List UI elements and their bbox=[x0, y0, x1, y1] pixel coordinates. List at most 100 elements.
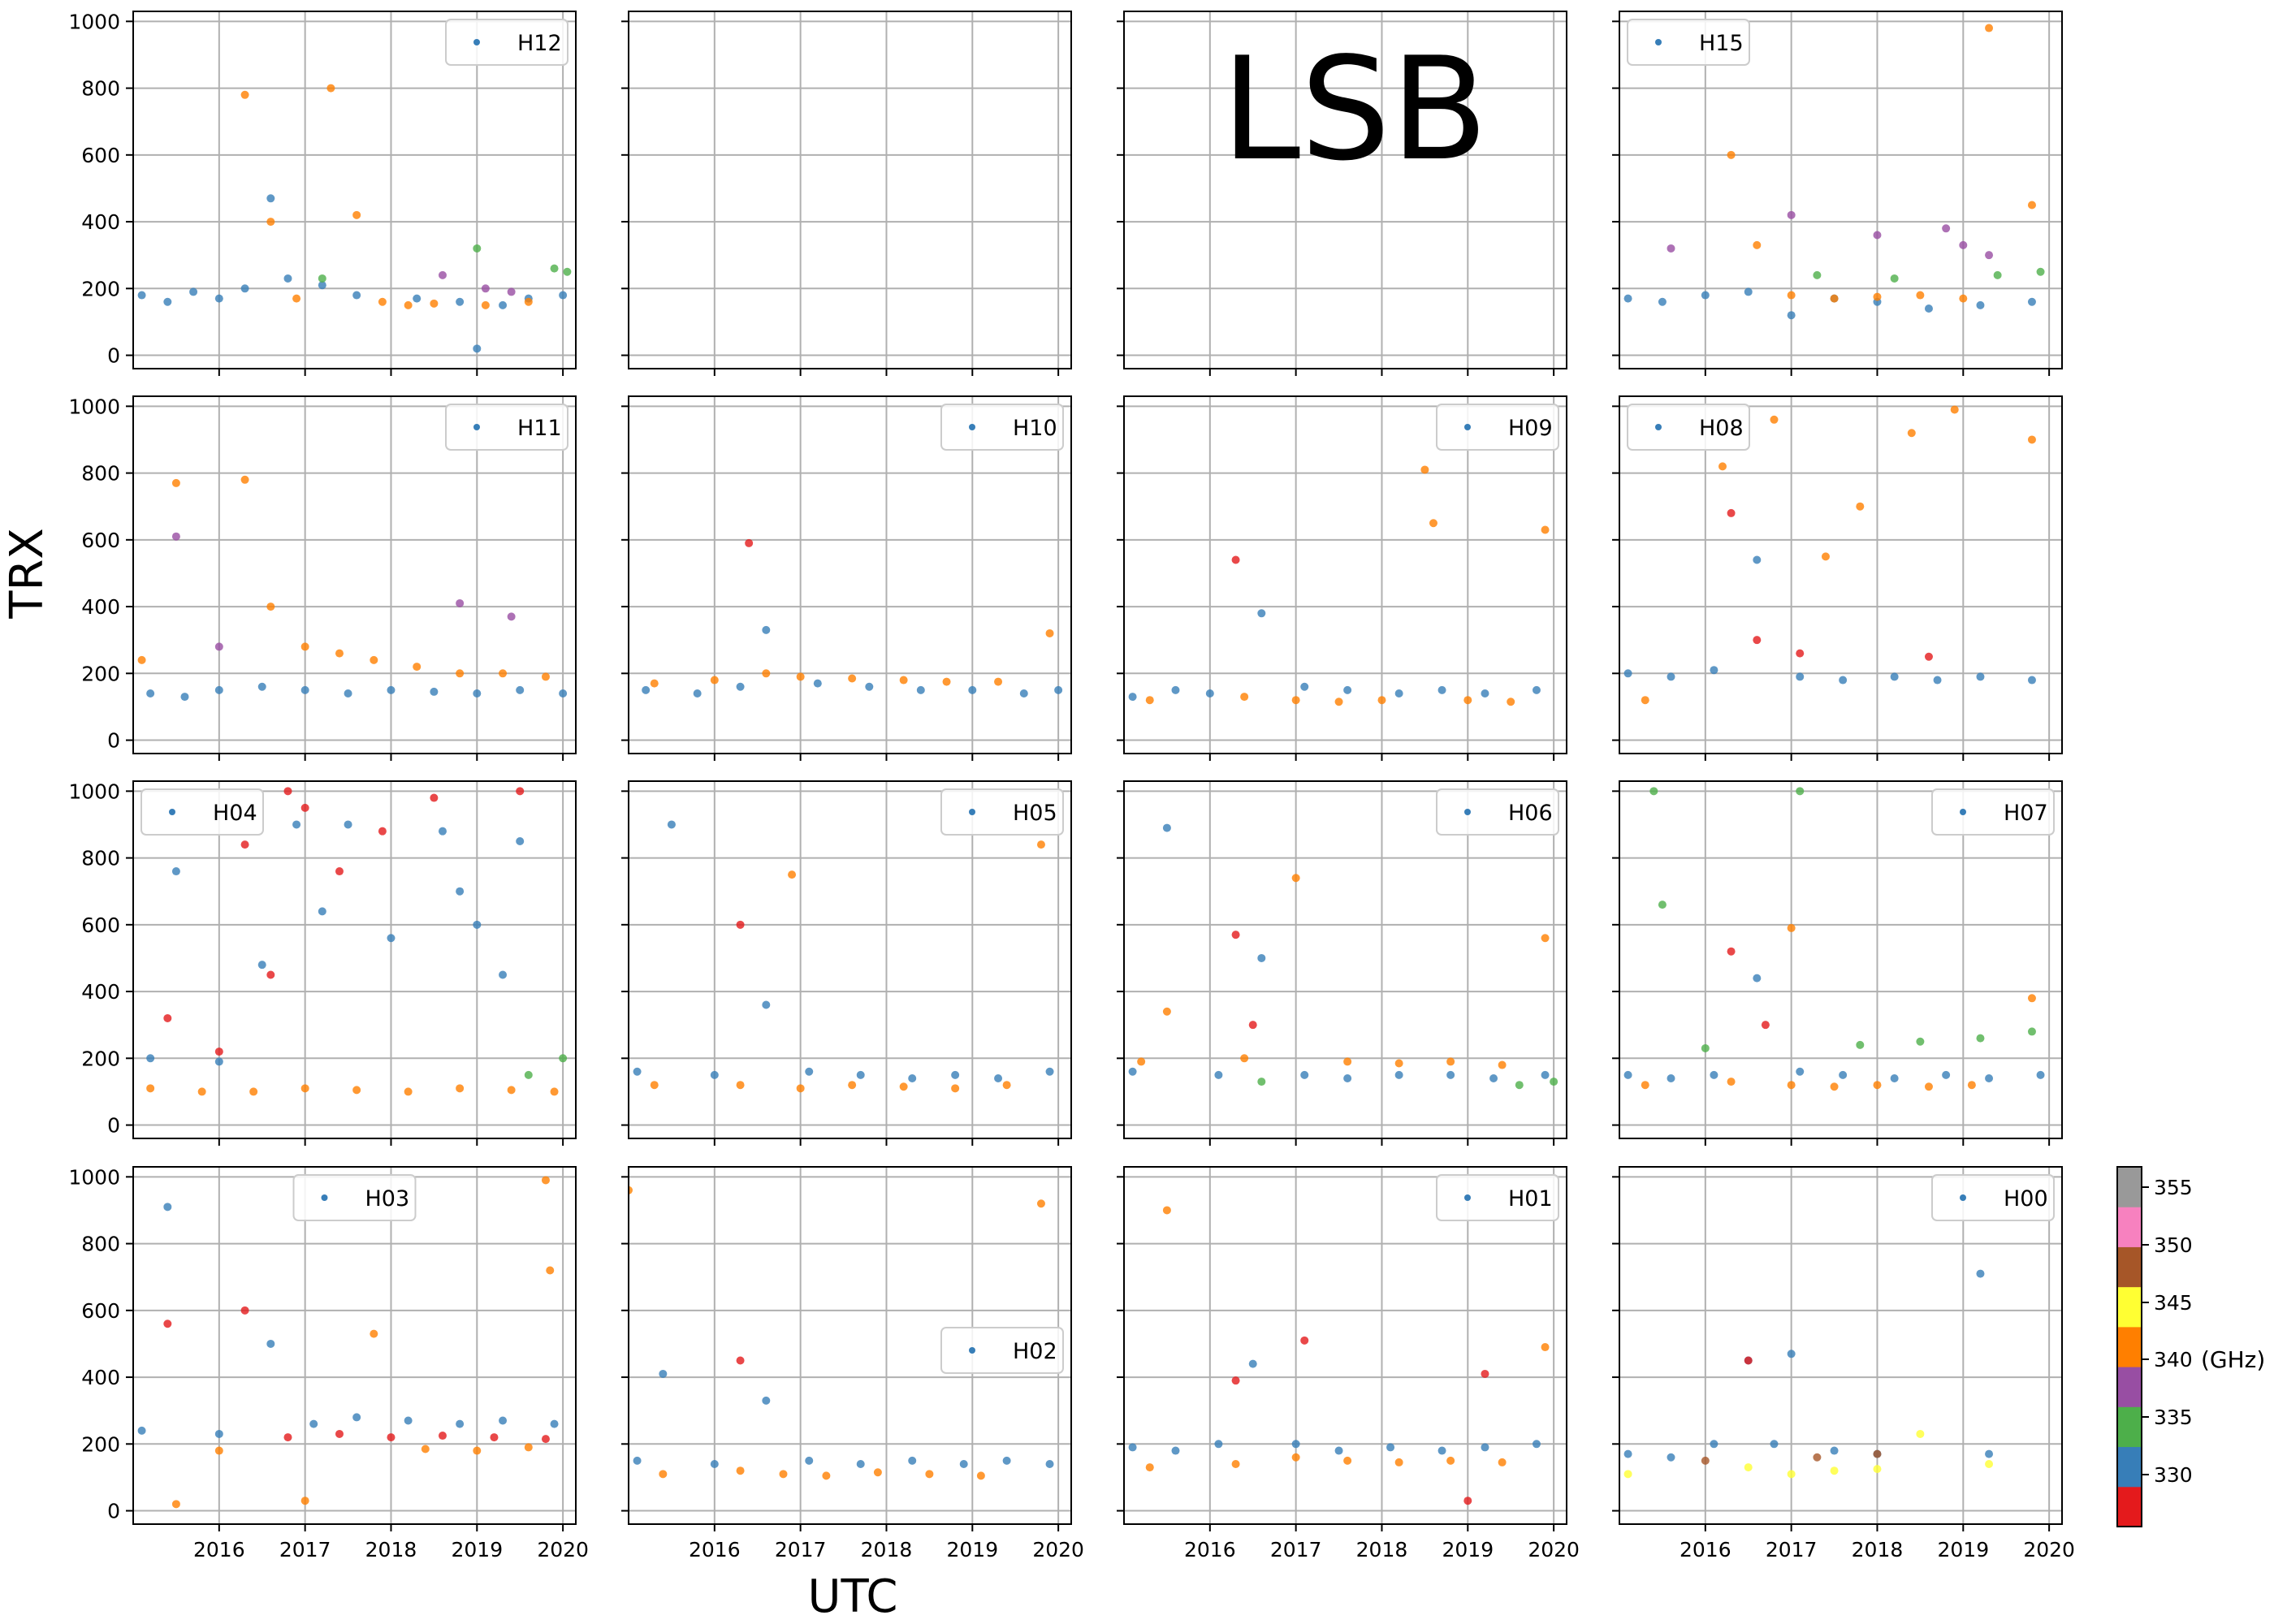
data-point-330 bbox=[387, 934, 396, 943]
panel-h05: H05 bbox=[621, 780, 1072, 1146]
data-point-330 bbox=[387, 685, 396, 694]
data-point-340 bbox=[650, 1081, 659, 1090]
data-point-330 bbox=[762, 1000, 771, 1009]
data-point-330 bbox=[762, 1396, 771, 1405]
data-point-345 bbox=[1830, 1466, 1839, 1475]
legend-label: H05 bbox=[1013, 801, 1057, 826]
panel-h07: H07 bbox=[1612, 780, 2063, 1146]
data-point-347 bbox=[1701, 1456, 1710, 1465]
data-point-330 bbox=[456, 887, 465, 896]
data-point-340 bbox=[1641, 1081, 1649, 1090]
y-tick-label: 400 bbox=[81, 595, 120, 619]
data-point-330 bbox=[473, 689, 482, 698]
data-point-330 bbox=[1701, 291, 1710, 300]
x-tick-label: 2018 bbox=[861, 1538, 913, 1561]
y-tick-label: 0 bbox=[107, 1500, 120, 1523]
panel-h01: 2016 2017 2018 2019 2020 H01 bbox=[1117, 1166, 1580, 1561]
x-tick-label: 2016 bbox=[1680, 1538, 1731, 1561]
data-point-328 bbox=[1744, 1356, 1753, 1365]
data-point-340 bbox=[1727, 1078, 1736, 1086]
panel-h09: H09 bbox=[1117, 395, 1567, 761]
data-point-330 bbox=[667, 820, 676, 829]
y-tick-label: 800 bbox=[81, 462, 120, 486]
axes-frame bbox=[132, 11, 577, 369]
data-point-340 bbox=[292, 294, 301, 303]
data-point-340 bbox=[335, 649, 344, 658]
data-point-340 bbox=[214, 1446, 223, 1455]
data-point-330 bbox=[856, 1459, 865, 1468]
data-point-330 bbox=[309, 1419, 318, 1428]
data-point-330 bbox=[1394, 689, 1403, 698]
data-point-337 bbox=[438, 270, 447, 279]
data-point-340 bbox=[1641, 696, 1649, 705]
data-point-340 bbox=[1916, 291, 1925, 300]
data-point-335 bbox=[1649, 787, 1658, 796]
data-point-328 bbox=[1761, 1021, 1770, 1030]
y-tick-label: 200 bbox=[81, 1047, 120, 1070]
data-point-340 bbox=[762, 669, 771, 678]
panels-layer: 0 200 400 600 800 1000 H12 H15 0 200 400 600 800 1000… bbox=[68, 10, 2075, 1561]
data-point-330 bbox=[550, 1419, 559, 1428]
y-tick-label: 1000 bbox=[68, 395, 120, 418]
data-point-330 bbox=[1045, 1067, 1054, 1076]
legend-marker bbox=[1960, 1194, 1966, 1201]
data-point-328 bbox=[1481, 1369, 1489, 1378]
data-point-330 bbox=[214, 685, 223, 694]
data-point-330 bbox=[1623, 1449, 1632, 1458]
colorbar-segment bbox=[2117, 1246, 2142, 1288]
colorbar-frame bbox=[2116, 1166, 2142, 1527]
data-point-330 bbox=[1744, 287, 1753, 296]
data-point-335 bbox=[1658, 901, 1667, 909]
scatter-points bbox=[1623, 1269, 1994, 1479]
grid bbox=[1124, 11, 1567, 369]
data-point-330 bbox=[1541, 1070, 1550, 1079]
panel-h03: 2016 2017 2018 2019 2020 0 200 400 600 800 1000 H03 bbox=[68, 1165, 589, 1561]
data-point-330 bbox=[1002, 1456, 1011, 1465]
data-point-330 bbox=[805, 1456, 814, 1465]
legend-label: H00 bbox=[2004, 1186, 2048, 1212]
colorbar-segment bbox=[2117, 1367, 2142, 1407]
data-point-340 bbox=[300, 1084, 309, 1093]
data-point-330 bbox=[1386, 1443, 1395, 1452]
data-point-340 bbox=[266, 218, 275, 227]
legend: H04 bbox=[141, 788, 264, 836]
x-tick-label: 2019 bbox=[451, 1538, 503, 1561]
axes-frame bbox=[1123, 11, 1567, 369]
data-point-335 bbox=[1993, 270, 2002, 279]
data-point-330 bbox=[1489, 1073, 1498, 1082]
data-point-340 bbox=[1231, 1459, 1240, 1468]
data-point-330 bbox=[959, 1459, 968, 1468]
data-point-328 bbox=[240, 840, 249, 849]
data-point-340 bbox=[1787, 923, 1796, 932]
x-axis-label: UTC bbox=[807, 1570, 897, 1623]
data-point-337 bbox=[1942, 224, 1951, 233]
data-point-330 bbox=[189, 287, 198, 296]
data-point-340 bbox=[659, 1470, 668, 1479]
data-point-340 bbox=[796, 1084, 805, 1093]
data-point-340 bbox=[378, 297, 387, 306]
data-point-328 bbox=[1796, 649, 1805, 658]
data-point-340 bbox=[326, 84, 335, 93]
data-point-330 bbox=[146, 1054, 155, 1063]
data-point-328 bbox=[1231, 1376, 1240, 1385]
legend-marker bbox=[1464, 424, 1471, 430]
legend-box bbox=[1931, 788, 2055, 836]
legend: H08 bbox=[1627, 404, 1750, 451]
data-point-330 bbox=[2036, 1070, 2045, 1079]
data-point-330 bbox=[266, 1339, 275, 1348]
data-point-330 bbox=[1753, 555, 1762, 564]
colorbar-unit-label: (GHz) bbox=[2201, 1346, 2265, 1373]
data-point-340 bbox=[550, 1087, 559, 1096]
data-point-340 bbox=[1541, 1343, 1550, 1352]
data-point-340 bbox=[1446, 1057, 1455, 1066]
data-point-340 bbox=[951, 1084, 960, 1093]
data-point-328 bbox=[163, 1013, 172, 1022]
data-point-340 bbox=[404, 1087, 413, 1096]
data-point-330 bbox=[1796, 1067, 1805, 1076]
data-point-335 bbox=[1890, 274, 1899, 283]
data-point-330 bbox=[473, 344, 482, 353]
data-point-330 bbox=[1446, 1070, 1455, 1079]
legend-marker bbox=[969, 424, 975, 430]
data-point-330 bbox=[438, 827, 447, 836]
data-point-330 bbox=[633, 1456, 642, 1465]
